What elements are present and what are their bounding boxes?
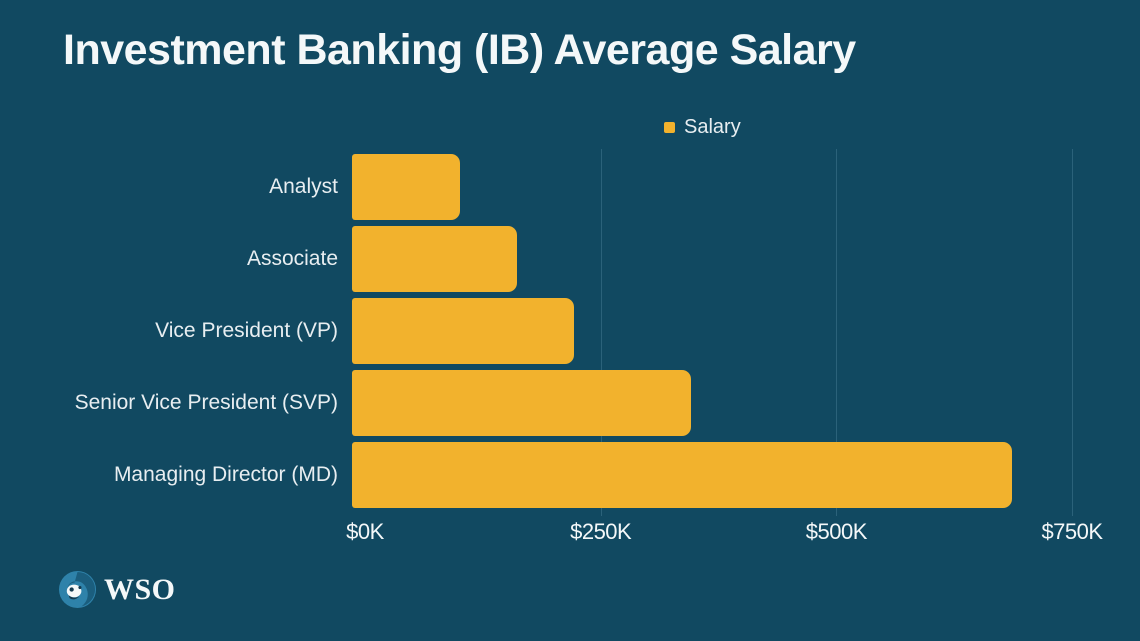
bar-track <box>352 298 1059 364</box>
bar-track <box>352 226 1059 292</box>
legend: Salary <box>664 116 741 139</box>
gridline <box>1072 149 1073 516</box>
category-label: Associate <box>246 247 338 270</box>
bar-row: Managing Director (MD) <box>0 439 1072 511</box>
salary-bar <box>352 154 461 220</box>
salary-bar <box>352 298 574 364</box>
bar-rows: Analyst Associate Vice President (VP) Senio… <box>0 151 1072 511</box>
category-label: Vice President (VP) <box>155 319 338 342</box>
wso-monkey-logo-icon <box>58 570 97 609</box>
bar-track <box>352 154 1059 220</box>
category-label: Analyst <box>269 175 338 198</box>
legend-salary-label: Salary <box>684 116 741 138</box>
x-axis-tick-label: $0K <box>346 519 384 544</box>
bar-row: Senior Vice President (SVP) <box>0 367 1072 439</box>
bar-track <box>352 442 1059 508</box>
category-label: Managing Director (MD) <box>113 463 338 486</box>
bar-row: Associate <box>0 223 1072 295</box>
x-axis-tick-label: $750K <box>1041 519 1103 544</box>
x-axis-tick-label: $250K <box>570 519 632 544</box>
x-axis-tick-label: $500K <box>805 519 868 544</box>
salary-bar <box>352 370 692 436</box>
wso-logo: WSO <box>58 570 176 609</box>
bar-row: Analyst <box>0 151 1072 223</box>
bar-chart: Analyst Associate Vice President (VP) Senio… <box>0 149 1103 555</box>
salary-bar <box>352 442 1012 508</box>
category-label: Senior Vice President (SVP) <box>74 391 338 414</box>
bar-track <box>352 370 1059 436</box>
legend-salary-marker-icon <box>664 122 675 133</box>
bar-row: Vice President (VP) <box>0 295 1072 367</box>
salary-bar <box>352 226 517 292</box>
x-axis: $0K $250K $500K $750K <box>346 519 1103 555</box>
wso-wordmark: WSO <box>104 572 176 606</box>
chart-title: Investment Banking (IB) Average Salary <box>63 26 856 74</box>
